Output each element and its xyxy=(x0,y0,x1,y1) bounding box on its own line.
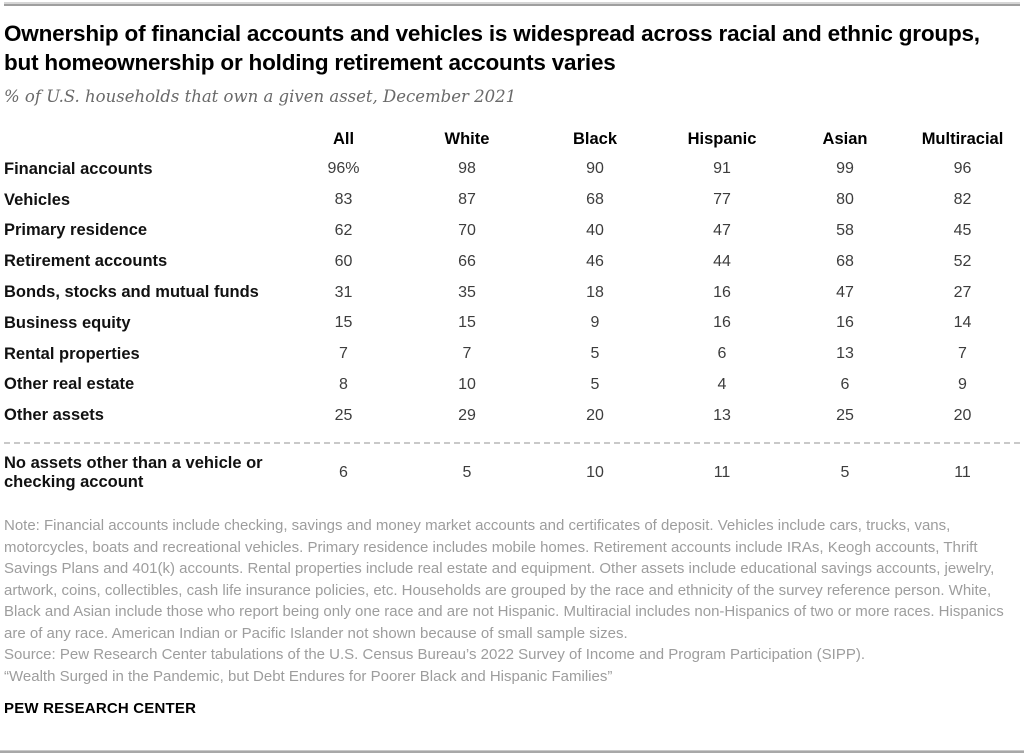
value-cell: 31 xyxy=(334,283,353,301)
value-cell: 60 xyxy=(334,252,353,270)
row-label: Primary residence xyxy=(4,221,148,240)
value-cell: 47 xyxy=(836,283,854,301)
value-cell: 83 xyxy=(334,191,353,209)
value-cell: 25 xyxy=(836,406,854,424)
value-cell: 91 xyxy=(713,160,731,178)
row-label: Bonds, stocks and mutual funds xyxy=(4,283,259,302)
bottom-border xyxy=(0,750,1024,753)
no-assets-row: No assets other than a vehicle or checki… xyxy=(4,450,1020,496)
data-table: All White Black Hispanic Asian Multiracial Fi… xyxy=(4,127,1020,496)
value-cell: 96% xyxy=(327,160,360,178)
value-cell: 8 xyxy=(339,375,348,393)
footer-brand: PEW RESEARCH CENTER xyxy=(4,700,197,718)
value-cell: 6 xyxy=(840,375,850,393)
row-label: Financial accounts xyxy=(4,159,153,178)
value-cell: 20 xyxy=(953,406,972,424)
table-row: Bonds, stocks and mutual funds 31 35 18 16 47… xyxy=(4,277,1020,308)
value-cell: 11 xyxy=(954,464,971,482)
value-cell: 46 xyxy=(586,252,604,270)
value-cell: 7 xyxy=(339,345,348,363)
table-row: Other real estate 8 10 5 4 6 9 xyxy=(4,370,1020,401)
value-cell: 90 xyxy=(586,160,604,178)
value-cell: 25 xyxy=(334,406,353,424)
value-cell: 29 xyxy=(458,406,476,424)
value-cell: 52 xyxy=(953,252,972,270)
source-text: Source: Pew Research Center tabulations … xyxy=(4,646,865,664)
value-cell: 6 xyxy=(339,464,348,482)
value-cell: 5 xyxy=(590,375,600,393)
value-cell: 16 xyxy=(836,314,854,332)
value-cell: 58 xyxy=(836,221,854,239)
row-label: Rental properties xyxy=(4,344,140,363)
value-cell: 5 xyxy=(462,464,472,482)
value-cell: 16 xyxy=(713,314,731,332)
column-header-multiracial: Multiracial xyxy=(921,129,1004,148)
table-row: Vehicles 83 87 68 77 80 82 xyxy=(4,185,1020,216)
value-cell: 7 xyxy=(462,345,472,363)
row-label: Retirement accounts xyxy=(4,252,168,271)
value-cell: 40 xyxy=(586,221,604,239)
value-cell: 80 xyxy=(836,191,854,209)
chart-title: Ownership of financial accounts and vehi… xyxy=(4,21,980,75)
value-cell: 45 xyxy=(953,221,972,239)
value-cell: 5 xyxy=(590,345,600,363)
value-cell: 77 xyxy=(713,191,731,209)
value-cell: 13 xyxy=(836,345,854,363)
value-cell: 44 xyxy=(713,252,731,270)
note-text: Note: Financial accounts include checkin… xyxy=(4,517,1004,642)
value-cell: 70 xyxy=(458,221,476,239)
value-cell: 13 xyxy=(713,406,731,424)
table-row: Other assets 25 29 20 13 25 20 xyxy=(4,400,1020,431)
value-cell: 68 xyxy=(836,252,854,270)
row-label: Other real estate xyxy=(4,375,135,394)
table-header-row: All White Black Hispanic Asian Multiracial xyxy=(4,127,1020,151)
value-cell: 7 xyxy=(958,345,967,363)
table-row: Rental properties 7 7 5 6 13 7 xyxy=(4,339,1020,370)
value-cell: 5 xyxy=(840,464,850,482)
value-cell: 9 xyxy=(590,314,600,332)
value-cell: 16 xyxy=(713,283,731,301)
table-body: Financial accounts 96% 98 90 91 99 96 Vehicles 8… xyxy=(4,154,1020,431)
value-cell: 98 xyxy=(458,160,476,178)
table-row: Primary residence 62 70 40 47 58 45 xyxy=(4,216,1020,247)
dotted-divider xyxy=(4,442,1020,445)
value-cell: 68 xyxy=(586,191,604,209)
report-title-text: “Wealth Surged in the Pandemic, but Debt… xyxy=(4,667,613,685)
row-label: No assets other than a vehicle or checki… xyxy=(4,454,263,492)
row-label: Business equity xyxy=(4,313,131,332)
value-cell: 15 xyxy=(334,314,353,332)
value-cell: 6 xyxy=(717,345,727,363)
value-cell: 47 xyxy=(713,221,731,239)
top-border xyxy=(4,2,1020,6)
table-row: Business equity 15 15 9 16 16 14 xyxy=(4,308,1020,339)
value-cell: 82 xyxy=(953,191,972,209)
value-cell: 99 xyxy=(836,160,854,178)
table-row: Financial accounts 96% 98 90 91 99 96 xyxy=(4,154,1020,185)
value-cell: 87 xyxy=(458,191,476,209)
value-cell: 14 xyxy=(953,314,972,332)
value-cell: 35 xyxy=(458,283,476,301)
column-header-white: White xyxy=(444,129,490,148)
value-cell: 27 xyxy=(953,283,972,301)
value-cell: 20 xyxy=(586,406,604,424)
value-cell: 4 xyxy=(717,375,727,393)
chart-subtitle: % of U.S. households that own a given as… xyxy=(4,87,517,106)
value-cell: 66 xyxy=(458,252,476,270)
column-header-all: All xyxy=(332,129,355,148)
value-cell: 10 xyxy=(586,464,604,482)
column-header-black: Black xyxy=(572,129,618,148)
value-cell: 96 xyxy=(953,160,972,178)
value-cell: 62 xyxy=(334,221,353,239)
value-cell: 9 xyxy=(958,375,967,393)
column-header-asian: Asian xyxy=(822,129,868,148)
value-cell: 15 xyxy=(458,314,476,332)
value-cell: 10 xyxy=(458,375,476,393)
column-header-hispanic: Hispanic xyxy=(687,129,757,148)
table-row: Retirement accounts 60 66 46 44 68 52 xyxy=(4,246,1020,277)
value-cell: 18 xyxy=(586,283,604,301)
row-label: Vehicles xyxy=(4,190,71,209)
row-label: Other assets xyxy=(4,406,104,425)
value-cell: 11 xyxy=(713,464,731,482)
